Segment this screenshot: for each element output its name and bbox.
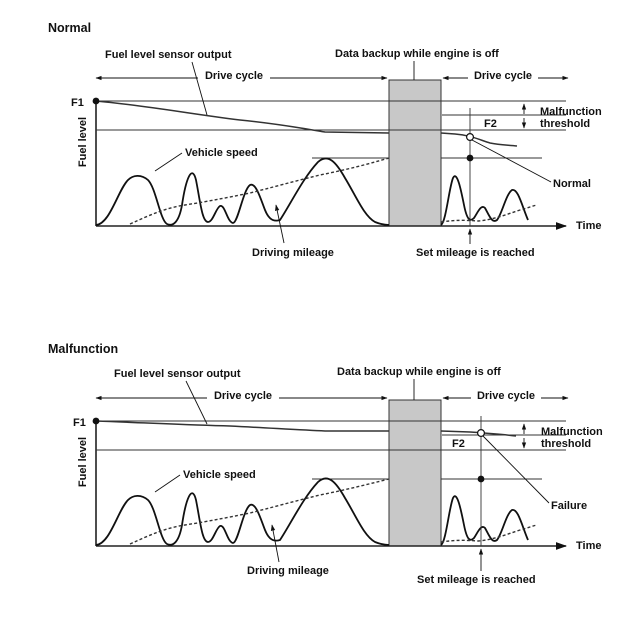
drive-cycle-label-2: Drive cycle: [477, 390, 535, 402]
panel-title: Malfunction: [48, 342, 118, 356]
drive-cycle-label-bg-2: [471, 388, 541, 402]
set-mileage-label: Set mileage is reached: [417, 574, 536, 586]
result-leader: [471, 139, 552, 183]
malfunction-label-line1: Malfunction: [541, 426, 603, 438]
fuel-level-axis-label: Fuel level: [77, 437, 89, 487]
f1-label: F1: [71, 97, 84, 109]
result-leader: [482, 435, 550, 504]
malfunction-label-line1: Malfunction: [540, 106, 602, 118]
f1-marker: [92, 97, 100, 105]
f2-label: F2: [452, 438, 465, 450]
malfunction-label-line2: threshold: [541, 438, 591, 450]
f2-marker: [477, 429, 486, 438]
driving-mileage-curve-2: [440, 204, 538, 223]
fuel-level-curve: [95, 100, 390, 134]
vehicle-speed-leader: [154, 152, 183, 172]
driving-mileage-leader: [275, 204, 285, 244]
vehicle-speed-label: Vehicle speed: [185, 147, 258, 159]
time-label: Time: [576, 540, 601, 552]
f2-label: F2: [484, 118, 497, 130]
drive-cycle-label-bg: [207, 388, 279, 402]
backup-block: [388, 79, 442, 227]
panel-title: Normal: [48, 21, 91, 35]
panel-normal: Normal Drive cycle Drive cycle Malfuncti…: [48, 21, 602, 259]
sensor-output-label: Fuel level sensor output: [114, 368, 241, 380]
fuel-level-curve-2: [440, 132, 518, 147]
backup-label: Data backup while engine is off: [337, 366, 501, 378]
f1-marker: [92, 417, 100, 425]
driving-mileage-curve: [129, 157, 390, 225]
panel-malfunction: Malfunction Drive cycle Drive cycle Malf…: [48, 342, 603, 586]
fuel-level-curve-2: [440, 430, 517, 437]
vehicle-speed-curve-2: [440, 495, 529, 546]
driving-mileage-curve: [129, 478, 390, 545]
vehicle-speed-curve: [95, 157, 390, 226]
driving-mileage-leader: [270, 524, 280, 563]
mileage-reached-marker: [466, 154, 474, 162]
vehicle-speed-curve: [95, 477, 390, 546]
sensor-output-leader: [185, 380, 208, 425]
time-label: Time: [576, 220, 601, 232]
f1-label: F1: [73, 417, 86, 429]
mileage-reached-marker: [477, 475, 485, 483]
driving-mileage-label: Driving mileage: [252, 247, 334, 259]
driving-mileage-label: Driving mileage: [247, 565, 329, 577]
sensor-output-label: Fuel level sensor output: [105, 49, 232, 61]
drive-cycle-label-1: Drive cycle: [214, 390, 272, 402]
vehicle-speed-leader: [154, 474, 181, 493]
vehicle-speed-label: Vehicle speed: [183, 469, 256, 481]
drive-cycle-label-2: Drive cycle: [474, 70, 532, 82]
driving-mileage-curve-2: [440, 524, 538, 543]
set-mileage-label: Set mileage is reached: [416, 247, 535, 259]
drive-cycle-label-bg-2: [468, 68, 538, 82]
fuel-level-axis-label: Fuel level: [77, 117, 89, 167]
drive-cycle-label-1: Drive cycle: [205, 70, 263, 82]
backup-block: [388, 399, 442, 547]
result-label: Failure: [551, 500, 587, 512]
drive-cycle-label-bg: [198, 68, 270, 82]
sensor-output-leader: [191, 61, 208, 116]
fuel-level-curve: [95, 420, 389, 432]
result-label: Normal: [553, 178, 591, 190]
backup-label: Data backup while engine is off: [335, 48, 499, 60]
vehicle-speed-curve-2: [440, 175, 529, 226]
malfunction-label-line2: threshold: [540, 118, 590, 130]
f2-marker: [466, 133, 475, 142]
